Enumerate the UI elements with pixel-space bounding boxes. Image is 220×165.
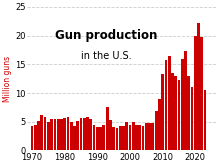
Bar [60,119,63,150]
Bar [178,80,180,150]
Bar [40,115,43,150]
Bar [122,126,125,150]
Bar [96,128,99,150]
Bar [204,90,207,150]
Bar [47,122,50,150]
Bar [73,126,76,150]
Bar [89,119,92,150]
Bar [135,125,138,150]
Bar [165,60,167,150]
Bar [70,122,73,150]
Bar [76,121,79,150]
Bar [63,118,66,150]
Bar [83,118,86,150]
Bar [99,127,102,150]
Bar [197,23,200,150]
Bar [34,125,37,150]
Bar [181,59,184,150]
Bar [31,126,33,150]
Bar [174,76,177,150]
Bar [138,125,141,150]
Bar [200,37,203,150]
Bar [44,117,46,150]
Bar [93,125,95,150]
Bar [116,128,118,150]
Bar [119,126,122,150]
Bar [187,76,190,150]
Bar [194,36,197,150]
Bar [158,99,161,150]
Bar [171,73,174,150]
Bar [86,117,89,150]
Bar [109,120,112,150]
Bar [155,111,158,150]
Bar [112,127,115,150]
Bar [80,118,82,150]
Text: Gun production: Gun production [55,29,158,42]
Bar [142,126,145,150]
Bar [67,117,69,150]
Bar [57,119,60,150]
Bar [53,119,56,150]
Y-axis label: Million guns: Million guns [4,56,13,102]
Bar [148,123,151,150]
Bar [37,121,40,150]
Bar [145,123,148,150]
Bar [161,74,164,150]
Text: in the U.S.: in the U.S. [81,51,132,61]
Bar [151,123,154,150]
Bar [191,87,193,150]
Bar [103,125,105,150]
Bar [50,119,53,150]
Bar [184,51,187,150]
Bar [125,122,128,150]
Bar [132,122,135,150]
Bar [106,107,108,150]
Bar [129,125,131,150]
Bar [168,56,171,150]
